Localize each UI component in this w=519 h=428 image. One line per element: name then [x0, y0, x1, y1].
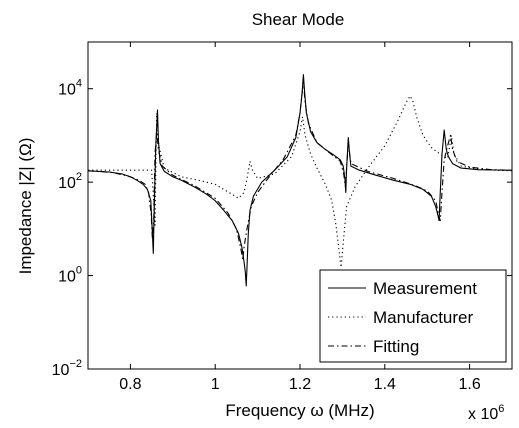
x-tick-label: 1 — [211, 376, 220, 393]
y-tick-base: 10 — [58, 269, 76, 286]
y-tick-exponent: 2 — [76, 171, 82, 183]
y-tick-exponent: −2 — [69, 358, 82, 370]
x-tick-label: 1.2 — [289, 376, 311, 393]
y-tick-exponent: 4 — [76, 78, 82, 90]
y-tick-base: 10 — [58, 175, 76, 192]
legend: Measurement Manufacturer Fitting — [319, 269, 507, 363]
legend-label-manufacturer: Manufacturer — [373, 308, 473, 327]
x-axis-label: Frequency ω (MHz) — [225, 401, 374, 420]
y-tick-exponent: 0 — [76, 265, 82, 277]
x-multiplier: x 106 — [468, 403, 504, 423]
y-tick-label: 102 — [58, 171, 82, 192]
legend-box — [319, 269, 507, 363]
x-tick-label: 1.4 — [374, 376, 396, 393]
legend-label-measurement: Measurement — [373, 279, 477, 298]
y-tick-base: 10 — [52, 362, 70, 379]
y-tick-label: 10−2 — [52, 358, 82, 379]
chart-title: Shear Mode — [252, 10, 345, 29]
series-layer — [87, 74, 513, 287]
x-tick-label: 0.8 — [119, 376, 141, 393]
legend-label-fitting: Fitting — [373, 337, 419, 356]
x-axis: 0.8 1 1.2 1.4 1.6 — [119, 42, 481, 393]
series-line-measurement — [87, 74, 513, 287]
y-axis-label: Impedance |Z| (Ω) — [16, 138, 35, 275]
y-tick-label: 100 — [58, 265, 82, 286]
y-tick-base: 10 — [58, 82, 76, 99]
x-multiplier-exponent: 6 — [498, 403, 504, 415]
x-multiplier-base: x 10 — [468, 406, 498, 423]
series-line-manufacturer — [88, 95, 513, 268]
y-tick-label: 104 — [58, 78, 82, 99]
x-tick-label: 1.6 — [458, 376, 480, 393]
